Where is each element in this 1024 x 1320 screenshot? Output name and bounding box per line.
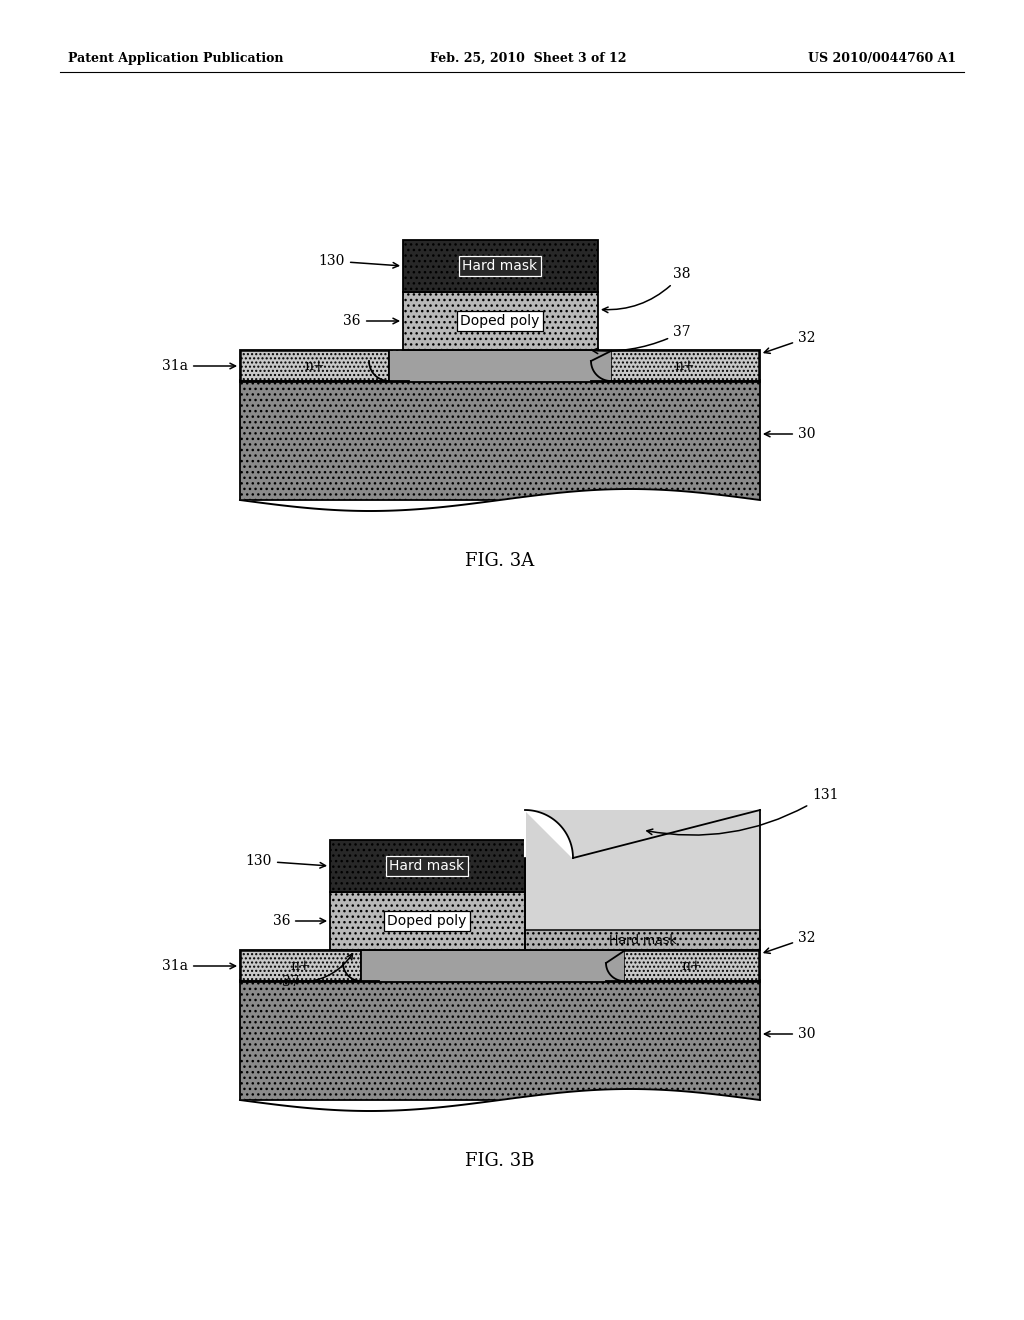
Text: Feb. 25, 2010  Sheet 3 of 12: Feb. 25, 2010 Sheet 3 of 12	[430, 51, 627, 65]
Text: n+: n+	[682, 960, 702, 973]
Text: 37: 37	[283, 954, 352, 989]
Bar	[403, 292, 598, 350]
Text: 32: 32	[764, 931, 815, 953]
Text: n+: n+	[675, 359, 695, 374]
Text: n+: n+	[305, 359, 326, 374]
Text: Doped poly: Doped poly	[387, 913, 467, 928]
Text: Hard mask: Hard mask	[389, 859, 465, 873]
Text: 130: 130	[318, 253, 398, 268]
Bar	[525, 931, 760, 950]
Polygon shape	[525, 810, 573, 858]
Polygon shape	[240, 1089, 760, 1135]
Bar	[240, 380, 760, 500]
Text: 30: 30	[765, 1027, 815, 1041]
Text: FIG. 3A: FIG. 3A	[465, 552, 535, 570]
Text: 130: 130	[246, 854, 326, 869]
Text: n+: n+	[291, 960, 311, 973]
Text: US 2010/0044760 A1: US 2010/0044760 A1	[808, 51, 956, 65]
Text: FIG. 3B: FIG. 3B	[465, 1152, 535, 1170]
Bar	[525, 810, 760, 950]
Text: Patent Application Publication: Patent Application Publication	[68, 51, 284, 65]
Text: 31a: 31a	[162, 359, 236, 374]
Text: 37: 37	[593, 325, 690, 354]
Bar	[330, 840, 525, 892]
Bar	[240, 979, 760, 1100]
Bar	[241, 351, 389, 381]
Text: 38: 38	[602, 267, 690, 313]
Text: 30: 30	[765, 426, 815, 441]
Text: 131: 131	[647, 788, 839, 836]
Bar	[403, 240, 598, 292]
Text: 36: 36	[272, 913, 326, 928]
Text: Hard mask: Hard mask	[463, 259, 538, 273]
Bar	[389, 351, 611, 381]
Bar	[240, 950, 760, 982]
Bar	[624, 950, 759, 981]
Polygon shape	[240, 488, 760, 535]
Text: Hard mask: Hard mask	[608, 933, 676, 946]
Bar	[361, 950, 624, 981]
Bar	[330, 892, 525, 950]
Text: 32: 32	[764, 331, 815, 354]
Text: 36: 36	[343, 314, 398, 327]
Bar	[611, 351, 759, 381]
Text: Doped poly: Doped poly	[461, 314, 540, 327]
Text: 31a: 31a	[162, 960, 236, 973]
Bar	[240, 350, 760, 381]
Bar	[241, 950, 361, 981]
